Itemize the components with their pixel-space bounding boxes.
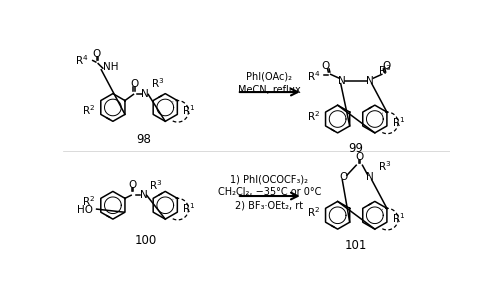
Text: O: O [322,61,330,71]
Text: R$^1$: R$^1$ [392,115,405,129]
Text: 98: 98 [136,133,152,146]
Text: N: N [141,90,149,99]
Text: R$^4$: R$^4$ [307,69,320,83]
Text: 101: 101 [345,239,368,252]
Text: O: O [128,180,137,190]
Text: 99: 99 [348,142,364,155]
Text: R$^1$: R$^1$ [392,211,405,225]
Text: CH₂Cl₂, −35°C or 0°C: CH₂Cl₂, −35°C or 0°C [218,187,321,197]
Text: N: N [338,76,346,86]
Text: O: O [92,49,100,59]
Text: O: O [355,152,364,162]
Text: 100: 100 [135,234,158,247]
Text: 1) PhI(OCOCF₃)₂: 1) PhI(OCOCF₃)₂ [230,174,308,184]
Text: N: N [140,190,147,200]
Text: R$^2$: R$^2$ [308,205,320,219]
Text: R$^1$: R$^1$ [182,104,196,118]
Text: R$^4$: R$^4$ [76,53,89,67]
Text: HO: HO [76,205,92,215]
Text: O: O [340,172,348,182]
Text: N: N [366,172,374,182]
Text: O: O [130,80,138,89]
Text: R$^3$: R$^3$ [378,159,392,173]
Text: R$^1$: R$^1$ [182,201,196,215]
Text: PhI(OAc)₂: PhI(OAc)₂ [246,72,292,82]
Text: R$^3$: R$^3$ [152,77,164,90]
Text: NH: NH [103,62,118,72]
Text: N: N [366,76,374,86]
Text: O: O [382,61,390,71]
Text: 2) BF₃·OEt₂, rt: 2) BF₃·OEt₂, rt [236,200,304,210]
Text: R$^2$: R$^2$ [82,194,95,208]
Text: R$^3$: R$^3$ [149,178,162,192]
Text: R$^2$: R$^2$ [82,104,95,118]
Text: R$^2$: R$^2$ [308,109,320,123]
Text: R$^3$: R$^3$ [378,63,392,77]
Text: MeCN, reflux: MeCN, reflux [238,85,301,95]
